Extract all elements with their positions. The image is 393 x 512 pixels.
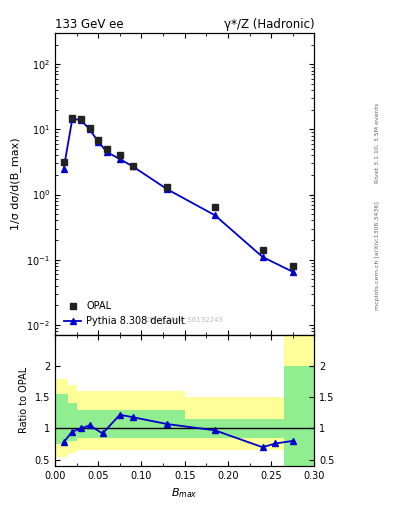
OPAL [118, 152, 122, 158]
Pythia 8.308 default [118, 156, 122, 162]
Line: Pythia 8.308 default: Pythia 8.308 default [60, 116, 296, 275]
Pythia 8.308 default [70, 116, 75, 122]
OPAL [130, 163, 135, 169]
Text: 133 GeV ee: 133 GeV ee [55, 18, 124, 31]
Pythia 8.308 default [96, 139, 101, 145]
Text: mcplots.cern.ch [arXiv:1306.3436]: mcplots.cern.ch [arXiv:1306.3436] [375, 202, 380, 310]
OPAL [105, 146, 109, 152]
Pythia 8.308 default [61, 165, 66, 172]
OPAL [96, 137, 101, 143]
Text: Rivet 3.1.10, 3.5M events: Rivet 3.1.10, 3.5M events [375, 103, 380, 183]
Text: γ*/Z (Hadronic): γ*/Z (Hadronic) [224, 18, 314, 31]
Legend: OPAL, Pythia 8.308 default: OPAL, Pythia 8.308 default [60, 297, 189, 330]
OPAL [87, 125, 92, 131]
OPAL [290, 263, 295, 269]
Pythia 8.308 default [290, 269, 295, 275]
Pythia 8.308 default [260, 254, 265, 260]
OPAL [70, 115, 75, 121]
Y-axis label: Ratio to OPAL: Ratio to OPAL [19, 367, 29, 434]
Pythia 8.308 default [105, 149, 109, 155]
Pythia 8.308 default [213, 212, 217, 218]
Y-axis label: 1/σ dσ/d(B_max): 1/σ dσ/d(B_max) [10, 138, 21, 230]
OPAL [79, 116, 83, 122]
Pythia 8.308 default [165, 186, 170, 193]
Line: OPAL: OPAL [60, 115, 296, 269]
OPAL [260, 247, 265, 253]
Pythia 8.308 default [130, 163, 135, 169]
X-axis label: $B_{max}$: $B_{max}$ [171, 486, 198, 500]
OPAL [165, 184, 170, 190]
Text: OPAL_2004_S6132243: OPAL_2004_S6132243 [146, 316, 224, 323]
OPAL [213, 204, 217, 210]
OPAL [61, 159, 66, 165]
Pythia 8.308 default [87, 126, 92, 133]
Pythia 8.308 default [79, 117, 83, 123]
